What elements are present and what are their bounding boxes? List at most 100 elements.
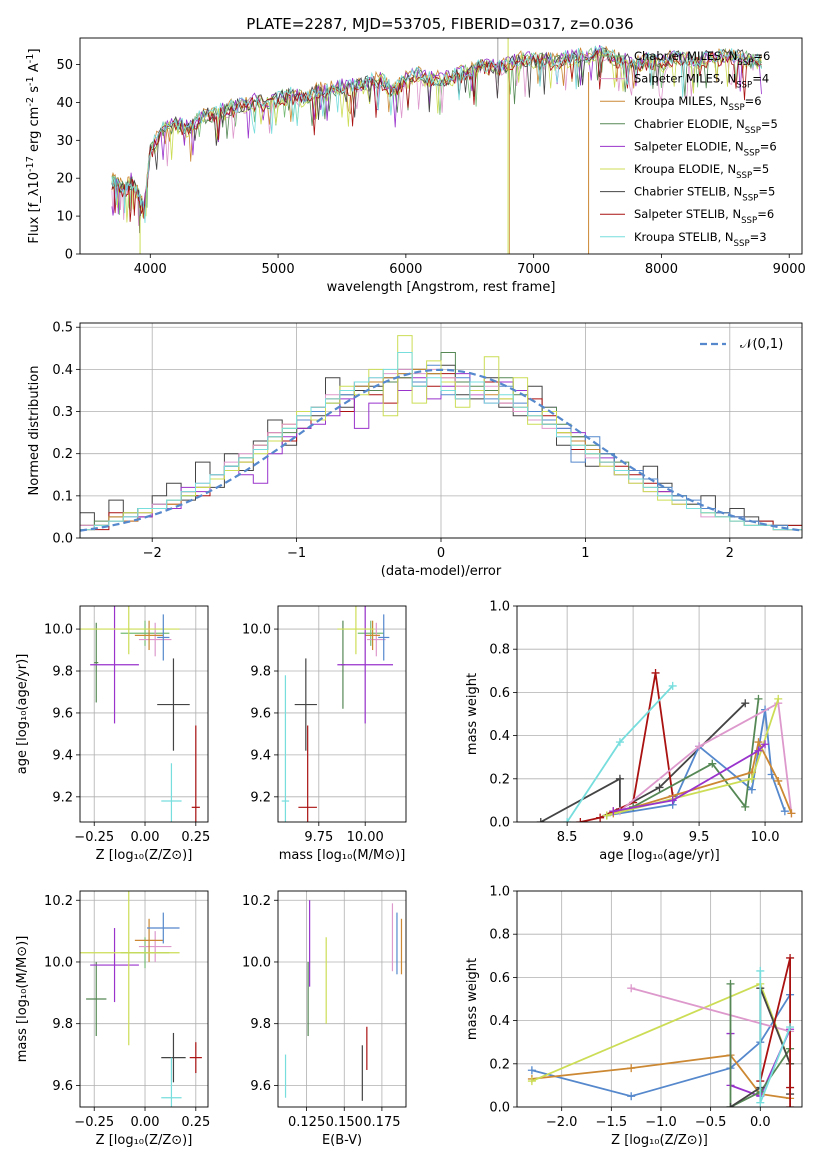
x-tick-label: 0.175: [363, 1115, 400, 1130]
weight-marker: [741, 802, 750, 811]
weight-marker: [536, 818, 545, 822]
x-tick-label: 0.125: [288, 1115, 325, 1130]
y-tick-label: 0.3: [52, 405, 73, 420]
y-tick-label: 9.8: [52, 665, 73, 680]
x-axis-label: Z [log₁₀(Z/Z⊙)]: [611, 1133, 708, 1148]
axes-frame: [79, 37, 803, 255]
weight-series-2: [563, 681, 677, 822]
y-tick-label: 9.4: [250, 748, 271, 763]
y-tick-label: 0.0: [489, 1101, 510, 1116]
error-point-2: [134, 620, 164, 651]
weight-marker: [596, 813, 605, 822]
error-point-3: [94, 622, 99, 703]
weight-marker: [668, 796, 677, 805]
x-tick-label: 0: [437, 546, 445, 561]
y-tick-label: 50: [56, 58, 73, 73]
error-point-5: [80, 891, 180, 1046]
plot-area: [111, 38, 762, 254]
spectrum-line-5: [111, 51, 762, 223]
y-tick-label: 0.5: [52, 321, 73, 336]
y-tick-label: 10.0: [242, 623, 271, 638]
y-tick-label: 20: [56, 172, 73, 187]
spectrum-line-8: [111, 45, 762, 224]
y-tick-label: 0.4: [489, 1014, 510, 1029]
error-point-1: [367, 622, 386, 657]
histogram-8: [80, 352, 802, 538]
legend-entry-7: Salpeter STELIB, NSSP=6: [634, 207, 774, 226]
error-point-1: [138, 622, 172, 657]
weight-marker: [563, 818, 572, 822]
weight-line: [606, 698, 760, 817]
x-tick-label: 5000: [262, 262, 295, 277]
panel-2: −0.25 0.00 0.25 9.2 9.4 9.6 9.8 10.0 Z [log₁₀(Z/…: [15, 605, 210, 863]
weight-marker: [708, 759, 717, 768]
y-tick-label: 0.8: [489, 643, 510, 658]
weight-marker: [726, 979, 735, 988]
x-tick-label: −0.5: [695, 1115, 727, 1130]
legend-entry-0: Chabrier MILES, NSSP=6: [634, 49, 770, 68]
y-tick-label: 0: [65, 248, 73, 263]
panel-5: −0.25 0.00 0.25 9.6 9.8 10.0 10.2 Z [log₁₀(Z/Z⊙…: [15, 890, 210, 1148]
y-tick-label: 9.6: [52, 1079, 73, 1094]
error-point-5: [80, 606, 180, 655]
y-axis-label: mass weight: [465, 673, 480, 755]
y-tick-label: 9.2: [250, 790, 271, 805]
plot-area: [80, 335, 802, 538]
error-point-7: [191, 725, 200, 822]
weight-line: [729, 983, 791, 1107]
x-tick-label: 9.75: [304, 830, 333, 845]
x-tick-label: 7000: [517, 262, 550, 277]
error-point-4: [90, 928, 139, 1003]
weight-marker: [668, 681, 677, 690]
weight-marker: [787, 809, 796, 818]
panel-0: 4000 5000 6000 7000 8000 9000 0 10 20 30 40 50 wavel…: [25, 15, 806, 295]
y-tick-label: 10.0: [44, 623, 73, 638]
weight-marker: [774, 776, 783, 785]
y-axis-label: Flux [f_λ10-17 erg cm-2 s-1 A-1]: [25, 48, 43, 243]
weight-marker: [627, 1092, 636, 1101]
y-tick-label: 9.6: [52, 706, 73, 721]
weight-marker: [786, 1083, 795, 1092]
weight-marker: [627, 1064, 636, 1073]
weight-line: [619, 701, 793, 814]
x-axis-label: (data-model)/error: [381, 564, 502, 579]
weight-marker: [786, 953, 795, 962]
weight-marker: [615, 774, 624, 783]
error-point-9: [147, 912, 180, 944]
weight-line: [759, 957, 791, 1107]
x-tick-label: 0.0: [750, 1115, 771, 1130]
weight-marker: [651, 668, 660, 677]
y-tick-label: 0.0: [489, 816, 510, 831]
plot-area: [80, 606, 200, 822]
error-point-9: [157, 614, 170, 661]
x-tick-label: −1.0: [645, 1115, 677, 1130]
plot-area: [527, 953, 795, 1107]
weight-marker: [741, 699, 750, 708]
y-tick-label: 0.4: [489, 729, 510, 744]
error-point-9: [378, 614, 390, 661]
axes-frame: [79, 890, 209, 1108]
x-tick-label: 0.00: [131, 1115, 160, 1130]
weight-series-8: [609, 740, 770, 816]
error-point-3: [86, 961, 107, 1037]
y-tick-label: 10: [56, 210, 73, 225]
x-axis-label: mass [log₁₀(M/M⊙)]: [279, 848, 406, 863]
y-tick-label: 9.6: [250, 706, 271, 721]
y-tick-label: 0.0: [52, 532, 73, 547]
x-axis-label: Z [log₁₀(Z/Z⊙)]: [96, 1133, 193, 1148]
weight-marker: [527, 1066, 536, 1075]
y-tick-label: 0.8: [489, 928, 510, 943]
plot-area: [281, 606, 394, 822]
legend-entry-2: Kroupa MILES, NSSP=6: [634, 94, 762, 113]
weight-marker: [761, 740, 770, 749]
weight-marker: [786, 1023, 795, 1032]
y-tick-label: 9.4: [52, 748, 73, 763]
y-tick-label: 10.2: [242, 894, 271, 909]
weight-line: [630, 987, 791, 1033]
weight-marker: [786, 1103, 795, 1107]
y-tick-label: 0.2: [52, 447, 73, 462]
y-tick-label: 9.2: [52, 790, 73, 805]
legend-entry-3: Chabrier ELODIE, NSSP=5: [634, 117, 778, 136]
axes-frame: [277, 605, 407, 823]
